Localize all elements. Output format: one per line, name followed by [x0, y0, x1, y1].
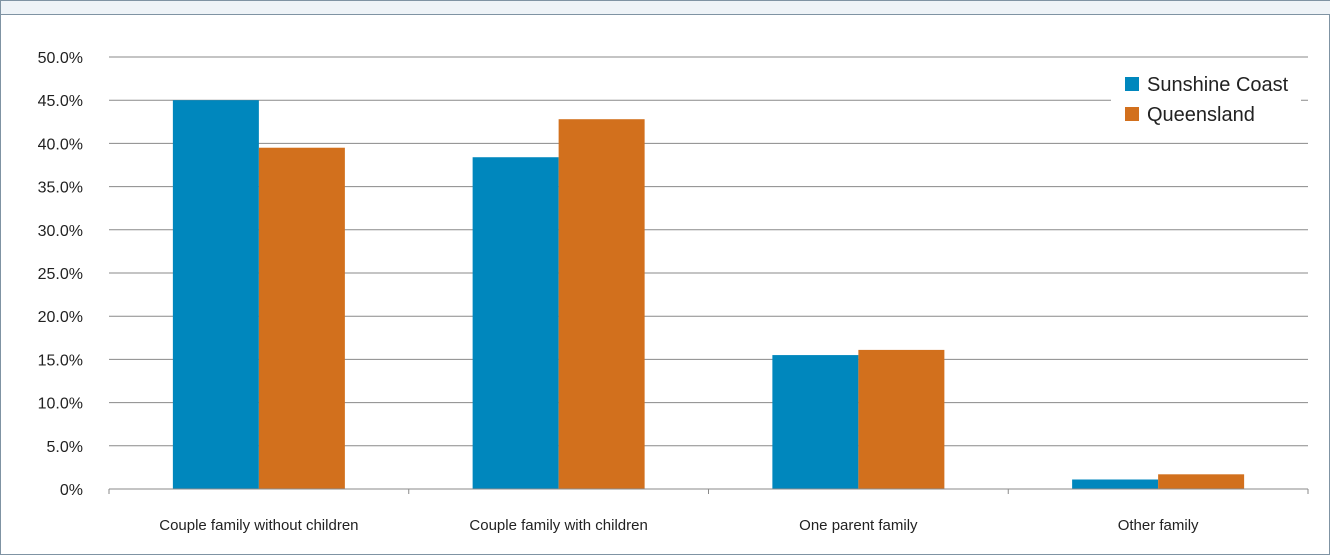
y-tick-label: 15.0% — [38, 352, 83, 369]
x-category-label: Couple family with children — [469, 517, 647, 534]
y-tick-label: 40.0% — [38, 136, 83, 153]
bar-queensland — [558, 119, 645, 489]
legend-swatch — [1125, 107, 1139, 121]
bar-sunshine-coast — [1072, 479, 1159, 489]
y-tick-label: 50.0% — [38, 50, 83, 67]
legend-label: Sunshine Coast — [1147, 74, 1289, 96]
y-axis-ticks: 0% 5.0% 10.0% 15.0% 20.0% 25.0% 30.0% 35.0% 40.0… — [38, 50, 83, 499]
y-tick-label: 30.0% — [38, 223, 83, 240]
y-tick-label: 25.0% — [38, 266, 83, 283]
bars — [172, 100, 1245, 489]
bar-queensland — [258, 147, 345, 489]
x-category-label: Couple family without children — [159, 517, 358, 534]
legend-swatch — [1125, 77, 1139, 91]
bar-sunshine-coast — [772, 355, 859, 489]
legend-label: Queensland — [1147, 104, 1255, 126]
legend-box — [1111, 69, 1301, 129]
x-category-label: Other family — [1118, 517, 1199, 534]
bar-sunshine-coast — [172, 100, 259, 489]
x-axis — [108, 488, 1309, 494]
bar-queensland — [858, 349, 945, 489]
top-band — [1, 1, 1330, 15]
x-axis-labels: Couple family without children Couple fam… — [159, 517, 1199, 534]
y-tick-label: 5.0% — [47, 439, 83, 456]
y-tick-label: 10.0% — [38, 396, 83, 413]
bar-queensland — [1158, 474, 1245, 489]
y-tick-label: 45.0% — [38, 93, 83, 110]
y-tick-label: 20.0% — [38, 309, 83, 326]
y-tick-label: 0% — [60, 482, 83, 499]
x-category-label: One parent family — [799, 517, 918, 534]
legend: Sunshine Coast Queensland — [1111, 69, 1301, 129]
y-tick-label: 35.0% — [38, 180, 83, 197]
bar-sunshine-coast — [472, 157, 559, 489]
